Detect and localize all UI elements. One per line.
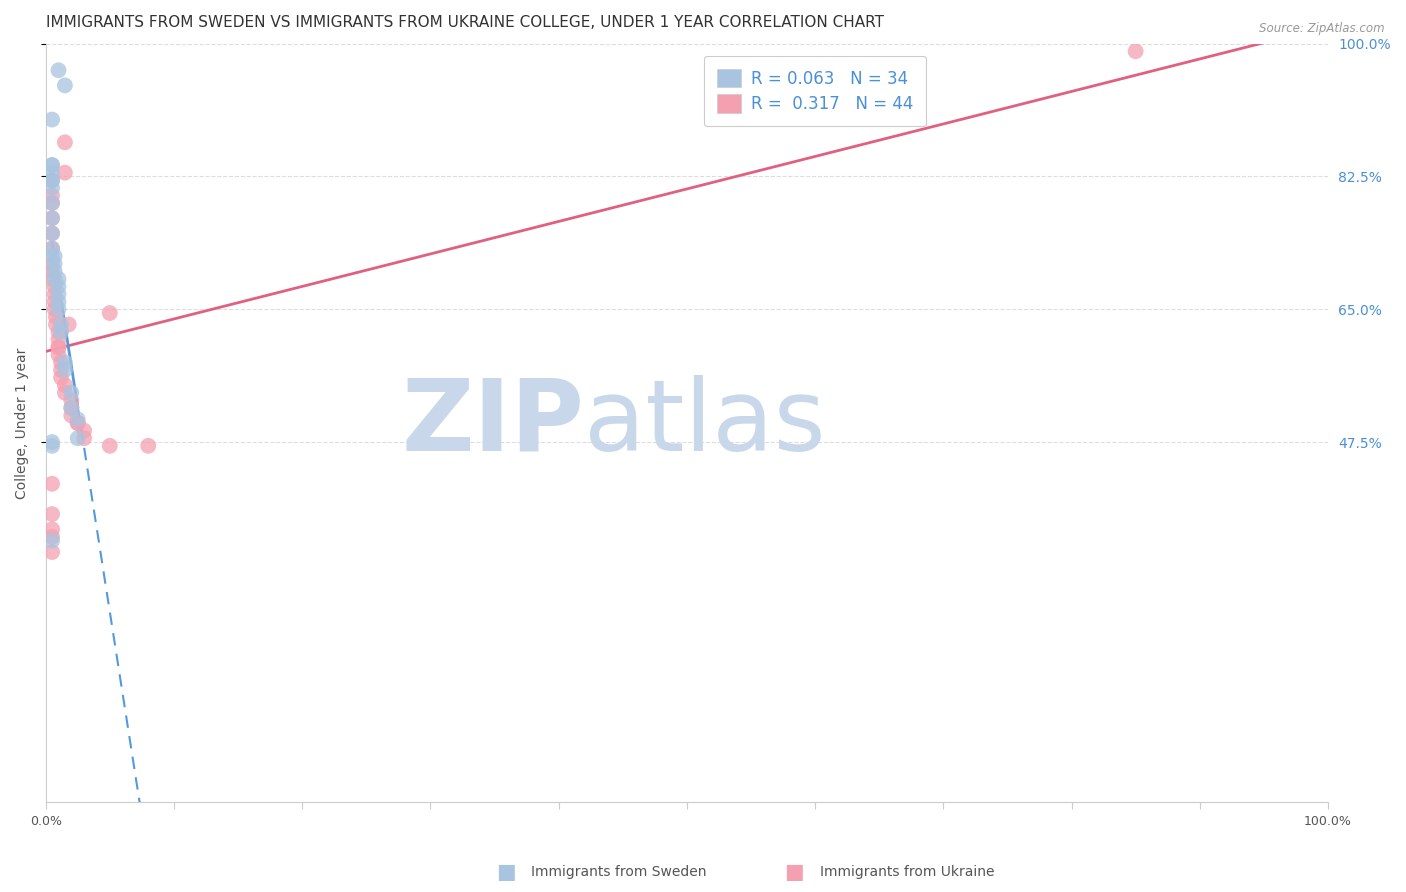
Point (44, 249, 66, 263)
Point (66, 416, 89, 430)
Text: Immigrants from Sweden: Immigrants from Sweden (531, 865, 707, 880)
Point (41, 264, 63, 278)
Point (53, 78, 76, 93)
Point (41, 439, 63, 453)
Point (49, 318, 72, 332)
Point (53, 136, 76, 150)
Point (49, 325, 72, 339)
Point (60, 409, 83, 423)
Point (41, 173, 63, 187)
Point (49, 370, 72, 384)
Point (48, 63, 70, 78)
Point (41, 112, 63, 127)
Legend: R = 0.063   N = 34, R =  0.317   N = 44: R = 0.063 N = 34, R = 0.317 N = 44 (704, 56, 927, 127)
Point (66, 412, 89, 426)
Point (136, 439, 159, 453)
Point (41, 435, 63, 450)
Point (44, 264, 66, 278)
Text: ■: ■ (496, 863, 516, 882)
Text: atlas: atlas (585, 375, 825, 472)
Point (45, 318, 67, 332)
Point (58, 318, 80, 332)
Point (41, 158, 63, 172)
Point (41, 249, 63, 263)
Point (60, 393, 83, 408)
Point (41, 242, 63, 256)
Point (45, 310, 67, 324)
Point (41, 181, 63, 195)
Point (66, 416, 89, 430)
Point (44, 272, 66, 286)
Point (41, 173, 63, 187)
Point (98, 306, 121, 320)
Point (41, 533, 63, 548)
Point (41, 196, 63, 211)
Point (48, 340, 70, 354)
Point (48, 348, 70, 362)
Point (41, 166, 63, 180)
Point (41, 476, 63, 491)
Point (53, 355, 76, 369)
Point (53, 363, 76, 377)
Point (44, 279, 66, 293)
Point (49, 355, 72, 369)
Point (41, 211, 63, 226)
Point (41, 188, 63, 202)
Point (73, 431, 96, 445)
Point (41, 158, 63, 172)
Point (41, 522, 63, 536)
Point (44, 257, 66, 271)
Point (49, 363, 72, 377)
Point (60, 385, 83, 400)
Point (41, 272, 63, 286)
Point (98, 439, 121, 453)
Point (48, 340, 70, 354)
Point (41, 211, 63, 226)
Point (53, 166, 76, 180)
Point (41, 173, 63, 187)
Point (48, 287, 70, 301)
Point (48, 333, 70, 347)
Point (60, 401, 83, 415)
Text: Source: ZipAtlas.com: Source: ZipAtlas.com (1260, 22, 1385, 36)
Y-axis label: College, Under 1 year: College, Under 1 year (15, 347, 30, 499)
Point (60, 401, 83, 415)
Point (44, 302, 66, 317)
Text: IMMIGRANTS FROM SWEDEN VS IMMIGRANTS FROM UKRAINE COLLEGE, UNDER 1 YEAR CORRELAT: IMMIGRANTS FROM SWEDEN VS IMMIGRANTS FRO… (45, 15, 883, 30)
Point (41, 227, 63, 241)
Point (44, 294, 66, 309)
Point (41, 507, 63, 521)
Point (1125, 44, 1147, 58)
Point (41, 530, 63, 544)
Point (48, 272, 70, 286)
Point (44, 287, 66, 301)
Point (48, 302, 70, 317)
Point (41, 227, 63, 241)
Point (66, 431, 89, 445)
Text: Immigrants from Ukraine: Immigrants from Ukraine (820, 865, 994, 880)
Point (41, 257, 63, 271)
Text: ZIP: ZIP (401, 375, 585, 472)
Point (48, 325, 70, 339)
Point (48, 279, 70, 293)
Point (53, 385, 76, 400)
Point (41, 196, 63, 211)
Point (41, 242, 63, 256)
Point (41, 545, 63, 559)
Text: ■: ■ (785, 863, 804, 882)
Point (53, 378, 76, 392)
Point (73, 424, 96, 438)
Point (48, 294, 70, 309)
